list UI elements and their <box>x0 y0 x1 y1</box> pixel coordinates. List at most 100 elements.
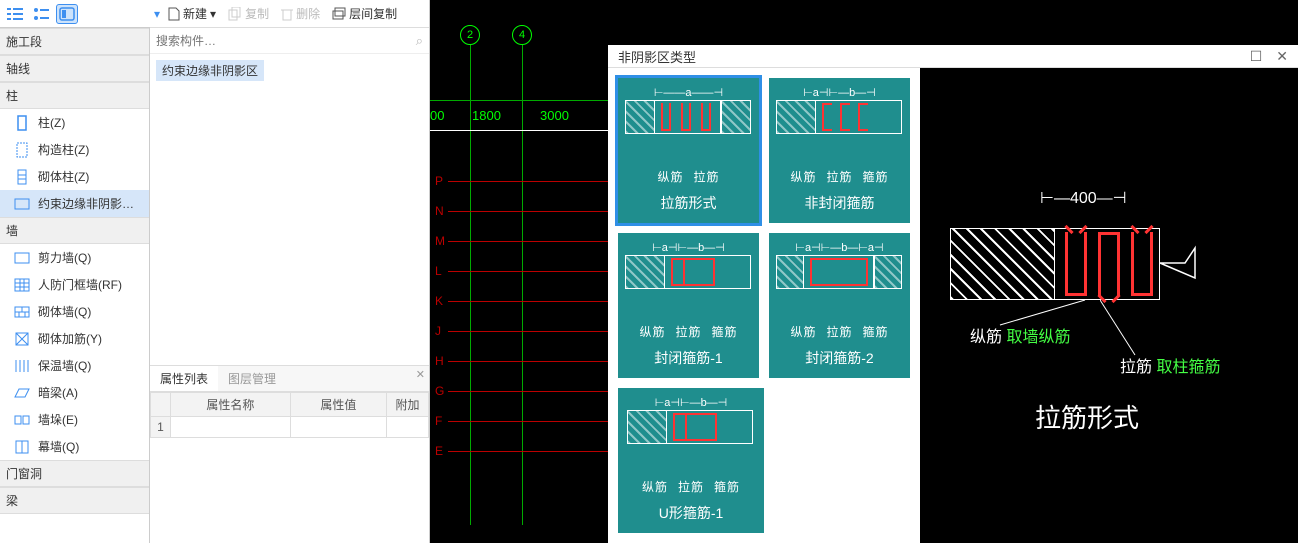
type-card[interactable]: ⊢a⊣⊢—b—⊣纵筋拉筋箍筋封闭箍筋-1 <box>618 233 759 378</box>
type-preview: ⊢—400—⊣ 纵筋 取墙纵筋 拉筋 取柱箍筋 拉筋形式 <box>920 68 1298 543</box>
dimension: 3000 <box>540 108 569 123</box>
dimension: 1800 <box>472 108 501 123</box>
sidebar-item-label: 构造柱(Z) <box>38 141 89 158</box>
card-title: U形箍筋-1 <box>659 503 724 523</box>
view-tree-icon[interactable] <box>30 4 52 24</box>
card-diagram: ⊢a⊣⊢—b—⊣ <box>776 100 904 160</box>
sidebar-item[interactable]: 剪力墙(Q) <box>0 244 149 271</box>
card-sublabel: 箍筋 <box>712 323 738 340</box>
card-diagram: ⊢a⊣⊢—b—⊢a⊣ <box>776 255 904 315</box>
beam-icon <box>14 385 30 401</box>
property-area: 属性列表 图层管理 ✕ 属性名称属性值附加 1 <box>150 365 429 543</box>
stirrup-icon <box>1065 232 1087 296</box>
sidebar-item[interactable]: 约束边缘非阴影… <box>0 190 149 217</box>
view-list-icon[interactable] <box>4 4 26 24</box>
card-sublabel: 箍筋 <box>714 478 740 495</box>
cell[interactable] <box>387 417 429 438</box>
sidebar-item[interactable]: 构造柱(Z) <box>0 136 149 163</box>
sidebar-item[interactable]: 砌体加筋(Y) <box>0 325 149 352</box>
tab-layers[interactable]: 图层管理 <box>218 366 286 391</box>
sidebar-item[interactable]: 砌体墙(Q) <box>0 298 149 325</box>
axis-letter: H <box>435 354 444 368</box>
close-icon[interactable]: ✕ <box>416 368 425 381</box>
mreinf-icon <box>14 331 30 347</box>
gridline <box>448 211 608 212</box>
card-sublabel: 纵筋 <box>790 168 816 185</box>
sidebar-item[interactable]: 暗梁(A) <box>0 379 149 406</box>
cell[interactable] <box>171 417 291 438</box>
copy-label: 复制 <box>245 5 269 22</box>
type-card[interactable]: ⊢a⊣⊢—b—⊣纵筋拉筋箍筋U形箍筋-1 <box>618 388 764 533</box>
mtcol-icon <box>14 169 30 185</box>
sidebar-item-label: 墙垛(E) <box>38 411 78 428</box>
new-button[interactable]: 新建▾ <box>164 3 220 24</box>
axis-letter: E <box>435 444 443 458</box>
sidebar-item[interactable]: 保温墙(Q) <box>0 352 149 379</box>
sidebar-item[interactable]: 幕墙(Q) <box>0 433 149 460</box>
axis-marker: 4 <box>512 25 532 45</box>
section-header[interactable]: 柱 <box>0 82 149 109</box>
card-sublabel: 拉筋 <box>678 478 704 495</box>
axis-letter: J <box>435 324 441 338</box>
layer-copy-button[interactable]: 层间复制 <box>328 3 401 24</box>
sidebar-item-label: 砌体柱(Z) <box>38 168 89 185</box>
card-title: 拉筋形式 <box>661 193 717 213</box>
dialog-titlebar[interactable]: 非阴影区类型 ☐ ✕ <box>608 45 1298 68</box>
sidebar-item[interactable]: 柱(Z) <box>0 109 149 136</box>
sidebar-item-label: 砌体墙(Q) <box>38 303 91 320</box>
card-sublabel: 拉筋 <box>675 323 701 340</box>
sidebar-item-label: 暗梁(A) <box>38 384 78 401</box>
mwall-icon <box>14 304 30 320</box>
sidebar-item[interactable]: 人防门框墙(RF) <box>0 271 149 298</box>
sidebar-item-label: 砌体加筋(Y) <box>38 330 102 347</box>
view-panel-icon[interactable] <box>56 4 78 24</box>
copy-button[interactable]: 复制 <box>224 3 273 24</box>
col-icon <box>14 115 30 131</box>
component-toolbar: ▾ 新建▾ 复制 删除 层间复制 <box>150 0 429 28</box>
type-card[interactable]: ⊢a⊣⊢—b—⊢a⊣纵筋拉筋箍筋封闭箍筋-2 <box>769 233 910 378</box>
card-title: 封闭箍筋-1 <box>654 348 722 368</box>
wall-icon <box>14 250 30 266</box>
hatch-icon <box>950 228 1055 300</box>
gridline <box>448 181 608 182</box>
close-icon[interactable]: ✕ <box>1276 48 1288 65</box>
sidebar-item[interactable]: 墙垛(E) <box>0 406 149 433</box>
new-label: 新建 <box>183 5 207 22</box>
label: 纵筋 <box>970 329 1002 346</box>
insul-icon <box>14 358 30 374</box>
section-header[interactable]: 墙 <box>0 217 149 244</box>
sidebar-item[interactable]: 砌体柱(Z) <box>0 163 149 190</box>
section-header[interactable]: 轴线 <box>0 55 149 82</box>
gridline <box>448 241 608 242</box>
card-sublabel: 箍筋 <box>863 323 889 340</box>
col-extra: 附加 <box>387 393 429 417</box>
card-sublabel: 纵筋 <box>790 323 816 340</box>
axis-letter: P <box>435 174 443 188</box>
col-value: 属性值 <box>290 393 386 417</box>
type-card[interactable]: ⊢——a——⊣纵筋拉筋拉筋形式 <box>618 78 759 223</box>
cell[interactable] <box>290 417 386 438</box>
top-icon-bar <box>0 0 150 28</box>
section-header[interactable]: 施工段 <box>0 28 149 55</box>
sidebar-item-label: 剪力墙(Q) <box>38 249 91 266</box>
search-input[interactable] <box>156 34 416 48</box>
card-sublabel: 纵筋 <box>639 323 665 340</box>
search-icon[interactable]: ⌕ <box>416 33 423 49</box>
section-header[interactable]: 门窗洞 <box>0 460 149 487</box>
type-card[interactable]: ⊢a⊣⊢—b—⊣纵筋拉筋箍筋非封闭箍筋 <box>769 78 910 223</box>
yscol-icon <box>14 196 30 212</box>
axis-letter: F <box>435 414 442 428</box>
card-sublabel: 箍筋 <box>863 168 889 185</box>
preview-dim: ⊢—400—⊣ <box>1040 188 1127 208</box>
card-title: 封闭箍筋-2 <box>805 348 873 368</box>
axis-letter: K <box>435 294 443 308</box>
tab-properties[interactable]: 属性列表 <box>150 366 218 391</box>
component-tree: 施工段 轴线 柱 柱(Z) 构造柱(Z) 砌体柱(Z) 约束边缘非阴影… 墙 剪力墙(… <box>0 28 150 543</box>
axis-letter: L <box>435 264 442 278</box>
component-tag[interactable]: 约束边缘非阴影区 <box>156 60 264 81</box>
delete-button[interactable]: 删除 <box>277 3 324 24</box>
section-header[interactable]: 梁 <box>0 487 149 514</box>
maximize-icon[interactable]: ☐ <box>1250 48 1263 65</box>
card-title: 非封闭箍筋 <box>805 193 875 213</box>
axis-marker: 2 <box>460 25 480 45</box>
